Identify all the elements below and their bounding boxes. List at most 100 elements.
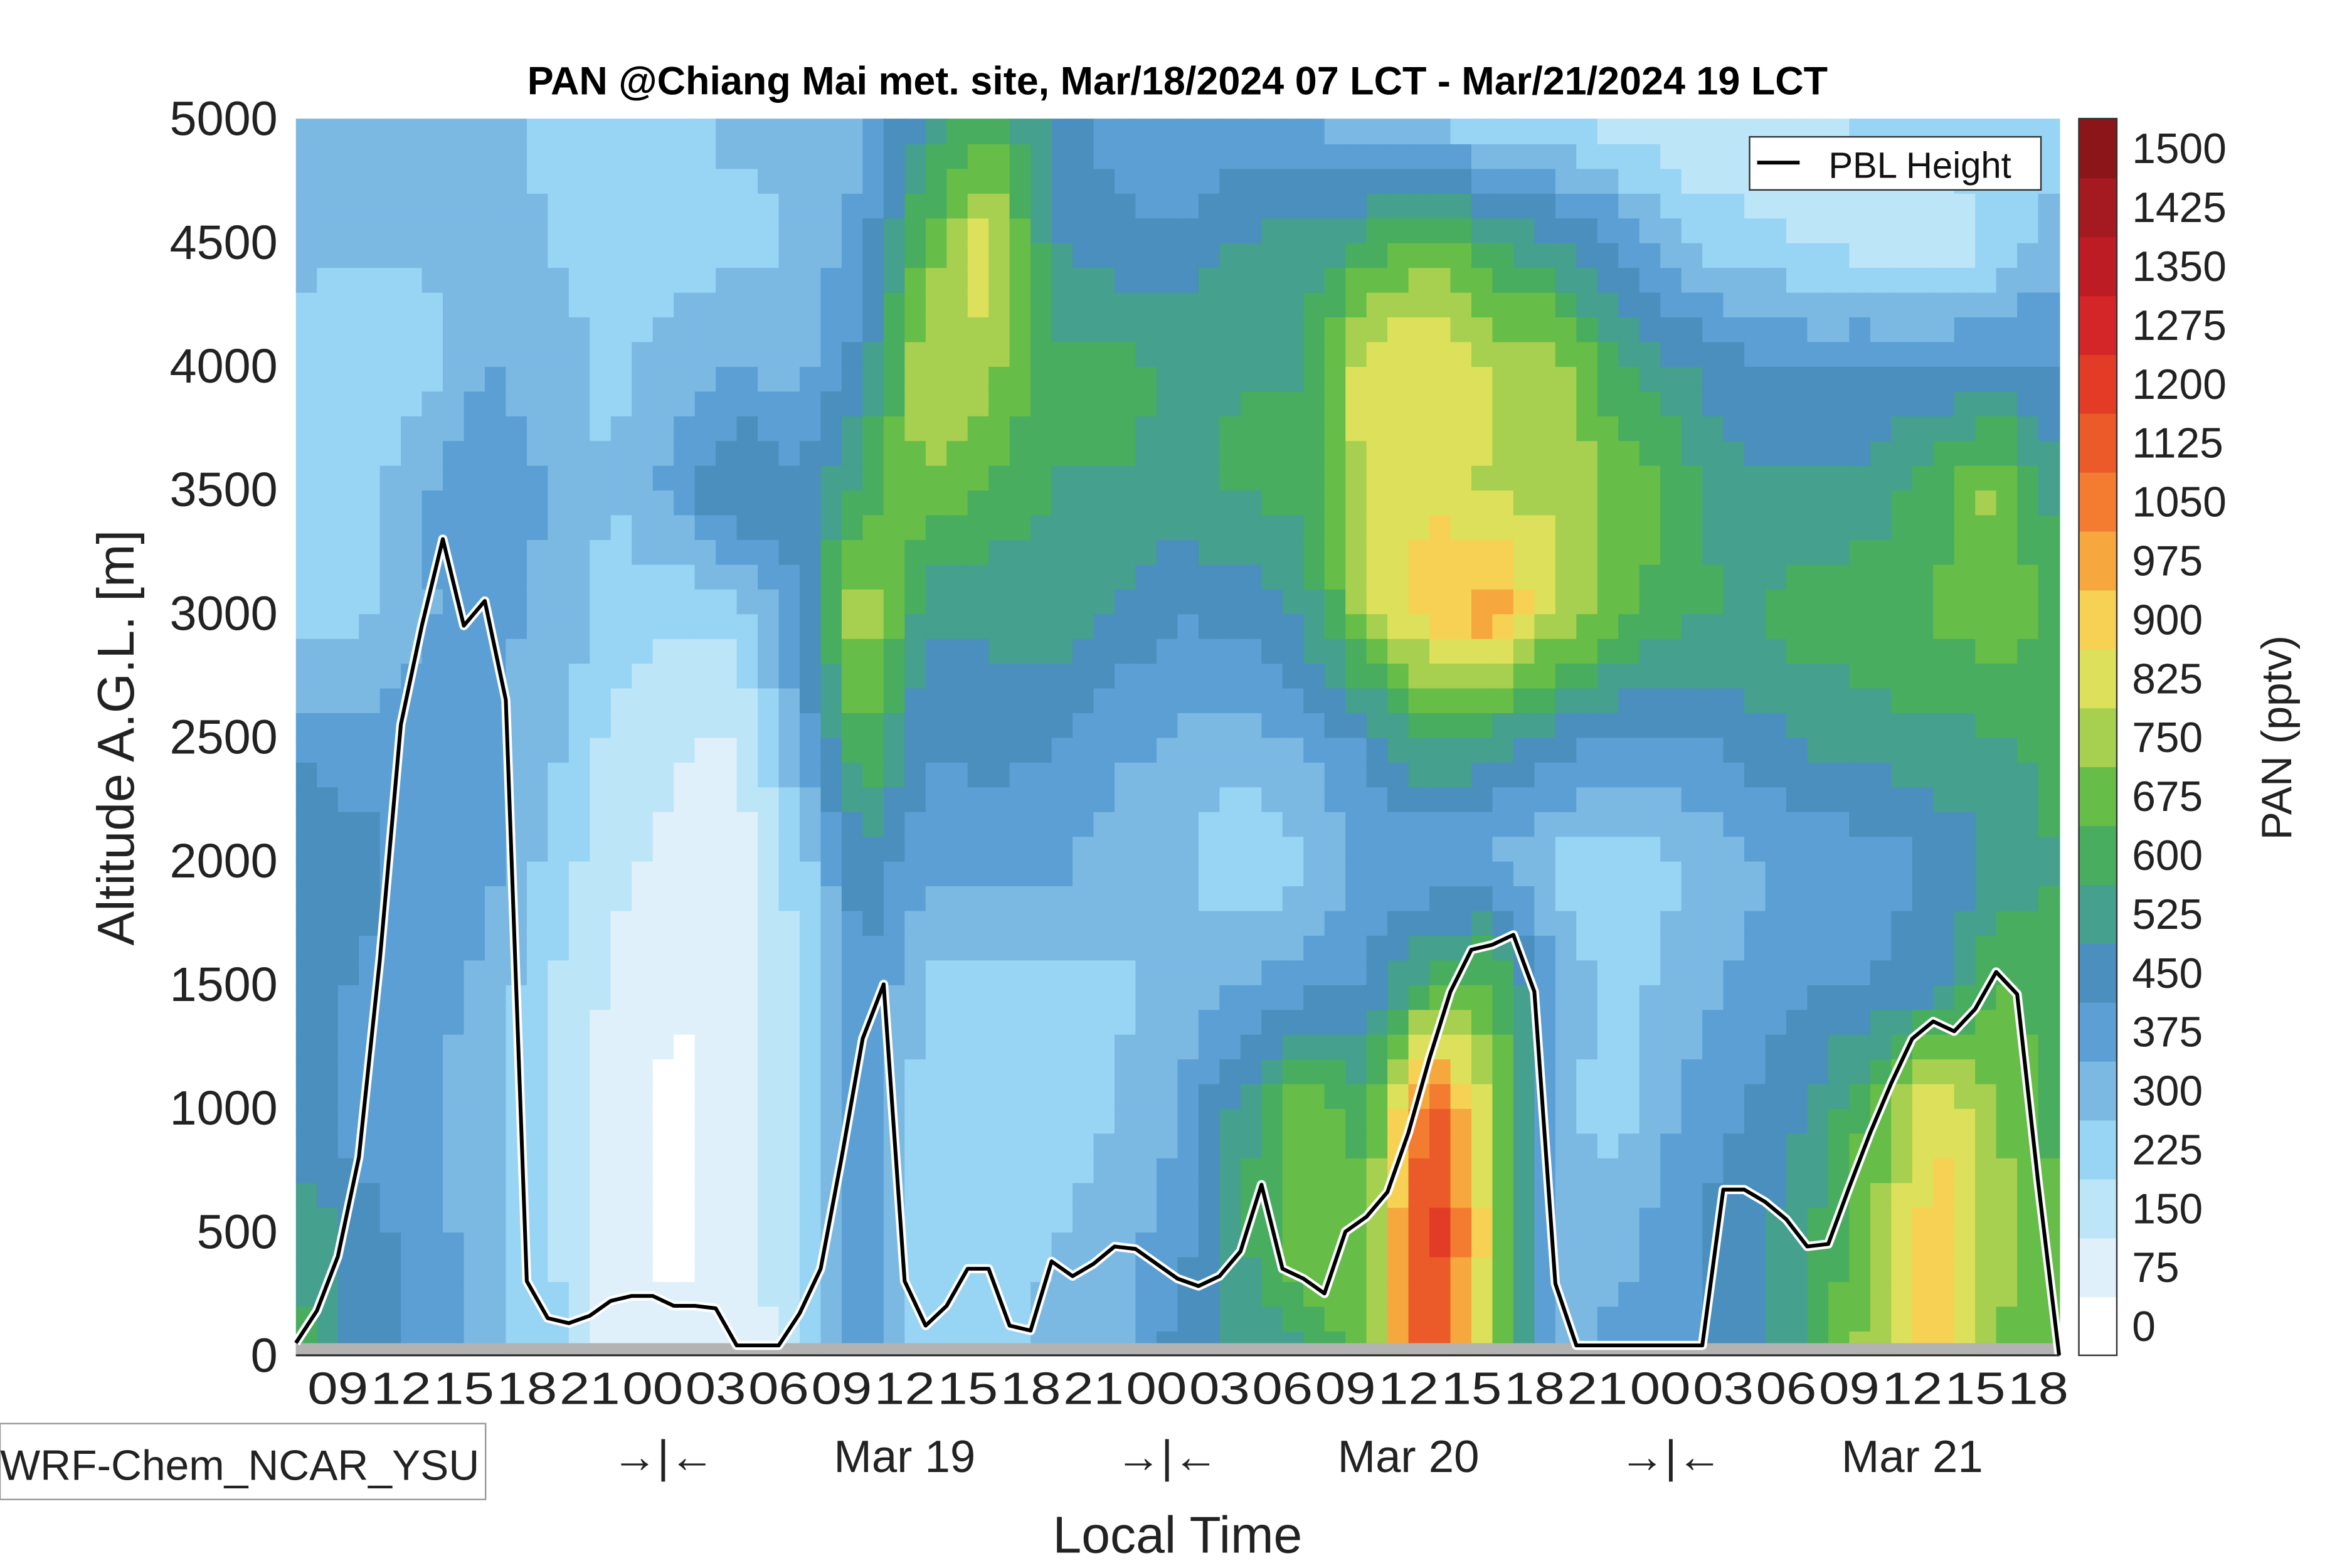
heatmap-cell bbox=[548, 1009, 570, 1035]
heatmap-cell bbox=[568, 440, 591, 466]
heatmap-cell bbox=[862, 539, 885, 565]
heatmap-cell bbox=[1807, 1009, 1830, 1035]
heatmap-cell bbox=[1324, 662, 1347, 689]
day-labels: →|← Mar 19 →|← Mar 20 →|← Mar 21 bbox=[612, 1431, 1983, 1482]
heatmap-cell bbox=[590, 885, 612, 911]
heatmap-cell bbox=[526, 1083, 549, 1109]
heatmap-cell bbox=[1891, 613, 1914, 639]
heatmap-cell bbox=[1093, 1009, 1116, 1035]
heatmap-cell bbox=[1030, 1182, 1053, 1208]
heatmap-cell bbox=[1261, 935, 1284, 961]
heatmap-cell bbox=[610, 316, 633, 342]
heatmap-cell bbox=[1240, 662, 1263, 689]
heatmap-cell bbox=[1051, 1083, 1074, 1109]
heatmap-cell bbox=[778, 910, 801, 936]
heatmap-cell bbox=[1261, 1009, 1284, 1035]
heatmap-cell bbox=[632, 984, 654, 1010]
heatmap-cell bbox=[1408, 687, 1431, 714]
heatmap-cell bbox=[295, 761, 318, 788]
heatmap-cell bbox=[1156, 835, 1179, 862]
heatmap-cell bbox=[1051, 514, 1074, 540]
heatmap-cell bbox=[1660, 440, 1683, 466]
heatmap-cell bbox=[1513, 687, 1535, 714]
heatmap-cell bbox=[1345, 1256, 1368, 1283]
heatmap-cell bbox=[1156, 1132, 1179, 1158]
heatmap-cell bbox=[1786, 712, 1808, 738]
heatmap-cell bbox=[1723, 1231, 1745, 1258]
heatmap-cell bbox=[1366, 613, 1389, 639]
heatmap-cell bbox=[862, 193, 885, 219]
heatmap-cell bbox=[317, 514, 339, 540]
heatmap-cell bbox=[317, 489, 339, 516]
heatmap-cell bbox=[526, 341, 549, 367]
heatmap-cell bbox=[1303, 539, 1326, 565]
heatmap-cell bbox=[421, 1281, 444, 1307]
heatmap-cell bbox=[1681, 885, 1703, 911]
heatmap-cell bbox=[443, 1058, 465, 1084]
heatmap-cell bbox=[758, 366, 780, 392]
heatmap-cell bbox=[443, 489, 465, 516]
heatmap-cell bbox=[2017, 465, 2040, 491]
heatmap-cell bbox=[1429, 193, 1451, 219]
heatmap-cell bbox=[1240, 193, 1263, 219]
heatmap-cell bbox=[1723, 440, 1745, 466]
heatmap-cell bbox=[1555, 242, 1577, 268]
heatmap-cell bbox=[1534, 217, 1557, 243]
heatmap-cell bbox=[359, 885, 381, 911]
heatmap-cell bbox=[1492, 885, 1515, 911]
heatmap-cell bbox=[526, 588, 549, 615]
heatmap-cell bbox=[1093, 143, 1116, 169]
heatmap-cell bbox=[1534, 613, 1557, 639]
heatmap-cell bbox=[1135, 415, 1158, 442]
heatmap-cell bbox=[1177, 662, 1200, 689]
heatmap-cell bbox=[1219, 910, 1242, 936]
heatmap-cell bbox=[1723, 1256, 1745, 1283]
heatmap-cell bbox=[610, 119, 633, 144]
heatmap-cell bbox=[1996, 1281, 2018, 1307]
heatmap-cell bbox=[506, 539, 528, 565]
heatmap-cell bbox=[652, 786, 675, 812]
heatmap-cell bbox=[484, 1034, 507, 1060]
heatmap-cell bbox=[1681, 687, 1703, 714]
heatmap-cell bbox=[1639, 1034, 1661, 1060]
heatmap-cell bbox=[1723, 984, 1745, 1010]
heatmap-cell bbox=[946, 588, 969, 615]
heatmap-cell bbox=[883, 167, 906, 194]
heatmap-cell bbox=[1303, 292, 1326, 318]
heatmap-cell bbox=[295, 440, 318, 466]
heatmap-cell bbox=[1954, 390, 1976, 416]
heatmap-cell bbox=[1073, 539, 1094, 565]
heatmap-cell bbox=[674, 193, 696, 219]
heatmap-cell bbox=[1492, 1108, 1515, 1134]
heatmap-cell bbox=[1954, 1256, 1976, 1283]
heatmap-cell bbox=[841, 1256, 864, 1283]
heatmap-cell bbox=[1177, 167, 1200, 194]
heatmap-cell bbox=[674, 167, 696, 194]
heatmap-cell bbox=[1723, 761, 1745, 788]
heatmap-cell bbox=[1618, 687, 1641, 714]
heatmap-cell bbox=[694, 613, 717, 639]
heatmap-cell bbox=[2038, 861, 2060, 887]
heatmap-cell bbox=[1009, 1108, 1032, 1134]
heatmap-cell bbox=[359, 316, 381, 342]
heatmap-cell bbox=[652, 539, 675, 565]
heatmap-cell bbox=[1849, 563, 1872, 590]
heatmap-cell bbox=[674, 1009, 696, 1035]
heatmap-cell bbox=[421, 489, 444, 516]
heatmap-cell bbox=[1324, 737, 1347, 763]
heatmap-cell bbox=[590, 415, 612, 442]
heatmap-cell bbox=[883, 737, 906, 763]
x-axis-label: Local Time bbox=[1053, 1507, 1303, 1564]
heatmap-cell bbox=[1009, 465, 1032, 491]
heatmap-cell bbox=[1051, 984, 1074, 1010]
heatmap-cell bbox=[443, 737, 465, 763]
heatmap-cell bbox=[1177, 465, 1200, 491]
heatmap-cell bbox=[967, 1281, 990, 1307]
heatmap-cell bbox=[1534, 935, 1557, 961]
heatmap-cell bbox=[464, 959, 486, 985]
heatmap-cell bbox=[967, 959, 990, 985]
heatmap-cell bbox=[1597, 242, 1619, 268]
heatmap-cell bbox=[1639, 292, 1661, 318]
heatmap-cell bbox=[379, 984, 402, 1010]
heatmap-cell bbox=[1073, 143, 1094, 169]
